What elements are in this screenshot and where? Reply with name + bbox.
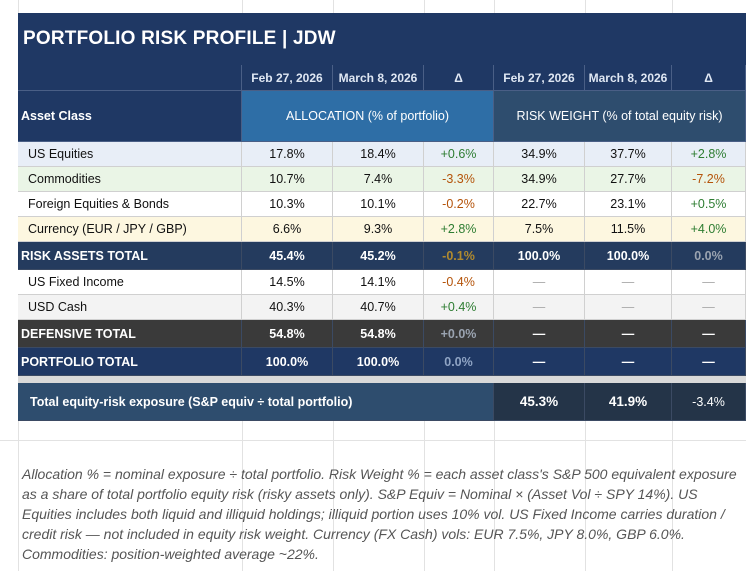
exposure-label[interactable]: Total equity-risk exposure (S&P equiv ÷ … <box>18 383 494 421</box>
total-label[interactable]: RISK ASSETS TOTAL <box>18 242 242 270</box>
portfolio-total-row: PORTFOLIO TOTAL 100.0% 100.0% 0.0% — — — <box>18 348 746 376</box>
alloc-prev[interactable]: 17.8% <box>242 142 333 167</box>
total-label[interactable]: PORTFOLIO TOTAL <box>18 348 242 376</box>
date-header-blank[interactable] <box>18 65 242 91</box>
exposure-cur[interactable]: 41.9% <box>585 383 672 421</box>
table-row-usd-cash: USD Cash 40.3% 40.7% +0.4% — — — <box>18 295 746 320</box>
alloc-cur[interactable]: 10.1% <box>333 192 424 217</box>
risk-assets-total-row: RISK ASSETS TOTAL 45.4% 45.2% -0.1% 100.… <box>18 242 746 270</box>
risk-cur[interactable]: — <box>585 270 672 295</box>
alloc-prev[interactable]: 100.0% <box>242 348 333 376</box>
risk-delta[interactable]: 0.0% <box>672 242 746 270</box>
alloc-prev[interactable]: 45.4% <box>242 242 333 270</box>
alloc-delta[interactable]: 0.0% <box>424 348 494 376</box>
risk-cur[interactable]: 37.7% <box>585 142 672 167</box>
asset-name[interactable]: Foreign Equities & Bonds <box>18 192 242 217</box>
risk-delta[interactable]: +2.8% <box>672 142 746 167</box>
alloc-delta[interactable]: -3.3% <box>424 167 494 192</box>
risk-delta-header[interactable]: Δ <box>672 65 746 91</box>
risk-delta[interactable]: +4.0% <box>672 217 746 242</box>
asset-name[interactable]: USD Cash <box>18 295 242 320</box>
asset-name[interactable]: Currency (EUR / JPY / GBP) <box>18 217 242 242</box>
defensive-total-row: DEFENSIVE TOTAL 54.8% 54.8% +0.0% — — — <box>18 320 746 348</box>
risk-prev[interactable]: 22.7% <box>494 192 585 217</box>
alloc-prev[interactable]: 40.3% <box>242 295 333 320</box>
alloc-prev-date[interactable]: Feb 27, 2026 <box>242 65 333 91</box>
alloc-prev[interactable]: 6.6% <box>242 217 333 242</box>
allocation-header[interactable]: ALLOCATION (% of portfolio) <box>242 91 494 142</box>
risk-profile-table: PORTFOLIO RISK PROFILE | JDW Feb 27, 202… <box>18 13 746 421</box>
total-label[interactable]: DEFENSIVE TOTAL <box>18 320 242 348</box>
alloc-cur[interactable]: 54.8% <box>333 320 424 348</box>
risk-prev[interactable]: — <box>494 270 585 295</box>
risk-prev[interactable]: 34.9% <box>494 142 585 167</box>
risk-cur[interactable]: — <box>585 320 672 348</box>
table-row-us-fixed-income: US Fixed Income 14.5% 14.1% -0.4% — — — <box>18 270 746 295</box>
spacer-row <box>18 376 746 383</box>
risk-delta[interactable]: — <box>672 320 746 348</box>
risk-delta[interactable]: — <box>672 348 746 376</box>
risk-cur-date[interactable]: March 8, 2026 <box>585 65 672 91</box>
risk-cur[interactable]: 11.5% <box>585 217 672 242</box>
alloc-delta[interactable]: +0.0% <box>424 320 494 348</box>
alloc-cur[interactable]: 40.7% <box>333 295 424 320</box>
alloc-cur[interactable]: 14.1% <box>333 270 424 295</box>
asset-class-header[interactable]: Asset Class <box>18 91 242 142</box>
alloc-cur[interactable]: 45.2% <box>333 242 424 270</box>
alloc-prev[interactable]: 14.5% <box>242 270 333 295</box>
asset-name[interactable]: US Fixed Income <box>18 270 242 295</box>
risk-prev[interactable]: — <box>494 295 585 320</box>
alloc-cur[interactable]: 7.4% <box>333 167 424 192</box>
risk-prev[interactable]: 7.5% <box>494 217 585 242</box>
alloc-delta[interactable]: -0.2% <box>424 192 494 217</box>
risk-cur[interactable]: 100.0% <box>585 242 672 270</box>
alloc-delta[interactable]: +0.4% <box>424 295 494 320</box>
methodology-note[interactable]: Allocation % = nominal exposure ÷ total … <box>22 466 737 562</box>
risk-prev[interactable]: — <box>494 320 585 348</box>
alloc-cur-date[interactable]: March 8, 2026 <box>333 65 424 91</box>
alloc-cur[interactable]: 9.3% <box>333 217 424 242</box>
risk-delta[interactable]: — <box>672 295 746 320</box>
risk-prev[interactable]: 100.0% <box>494 242 585 270</box>
asset-name[interactable]: US Equities <box>18 142 242 167</box>
date-header-row: Feb 27, 2026 March 8, 2026 Δ Feb 27, 202… <box>18 65 746 91</box>
asset-name[interactable]: Commodities <box>18 167 242 192</box>
alloc-delta-header[interactable]: Δ <box>424 65 494 91</box>
table-row-foreign-equities-bonds: Foreign Equities & Bonds 10.3% 10.1% -0.… <box>18 192 746 217</box>
table-row-commodities: Commodities 10.7% 7.4% -3.3% 34.9% 27.7%… <box>18 167 746 192</box>
risk-delta[interactable]: — <box>672 270 746 295</box>
risk-cur[interactable]: — <box>585 348 672 376</box>
table-row-us-equities: US Equities 17.8% 18.4% +0.6% 34.9% 37.7… <box>18 142 746 167</box>
alloc-prev[interactable]: 10.7% <box>242 167 333 192</box>
alloc-delta[interactable]: -0.4% <box>424 270 494 295</box>
risk-prev[interactable]: 34.9% <box>494 167 585 192</box>
exposure-delta[interactable]: -3.4% <box>672 383 746 421</box>
risk-prev[interactable]: — <box>494 348 585 376</box>
exposure-prev[interactable]: 45.3% <box>494 383 585 421</box>
risk-delta[interactable]: +0.5% <box>672 192 746 217</box>
alloc-prev[interactable]: 54.8% <box>242 320 333 348</box>
section-header-row: Asset Class ALLOCATION (% of portfolio) … <box>18 91 746 142</box>
risk-prev-date[interactable]: Feb 27, 2026 <box>494 65 585 91</box>
risk-delta[interactable]: -7.2% <box>672 167 746 192</box>
risk-cur[interactable]: — <box>585 295 672 320</box>
risk-weight-header[interactable]: RISK WEIGHT (% of total equity risk) <box>494 91 746 142</box>
alloc-prev[interactable]: 10.3% <box>242 192 333 217</box>
alloc-delta[interactable]: -0.1% <box>424 242 494 270</box>
report-title[interactable]: PORTFOLIO RISK PROFILE | JDW <box>18 13 746 65</box>
risk-cur[interactable]: 27.7% <box>585 167 672 192</box>
alloc-cur[interactable]: 100.0% <box>333 348 424 376</box>
alloc-delta[interactable]: +2.8% <box>424 217 494 242</box>
alloc-cur[interactable]: 18.4% <box>333 142 424 167</box>
table-row-currency: Currency (EUR / JPY / GBP) 6.6% 9.3% +2.… <box>18 217 746 242</box>
alloc-delta[interactable]: +0.6% <box>424 142 494 167</box>
risk-cur[interactable]: 23.1% <box>585 192 672 217</box>
equity-risk-exposure-row: Total equity-risk exposure (S&P equiv ÷ … <box>18 383 746 421</box>
